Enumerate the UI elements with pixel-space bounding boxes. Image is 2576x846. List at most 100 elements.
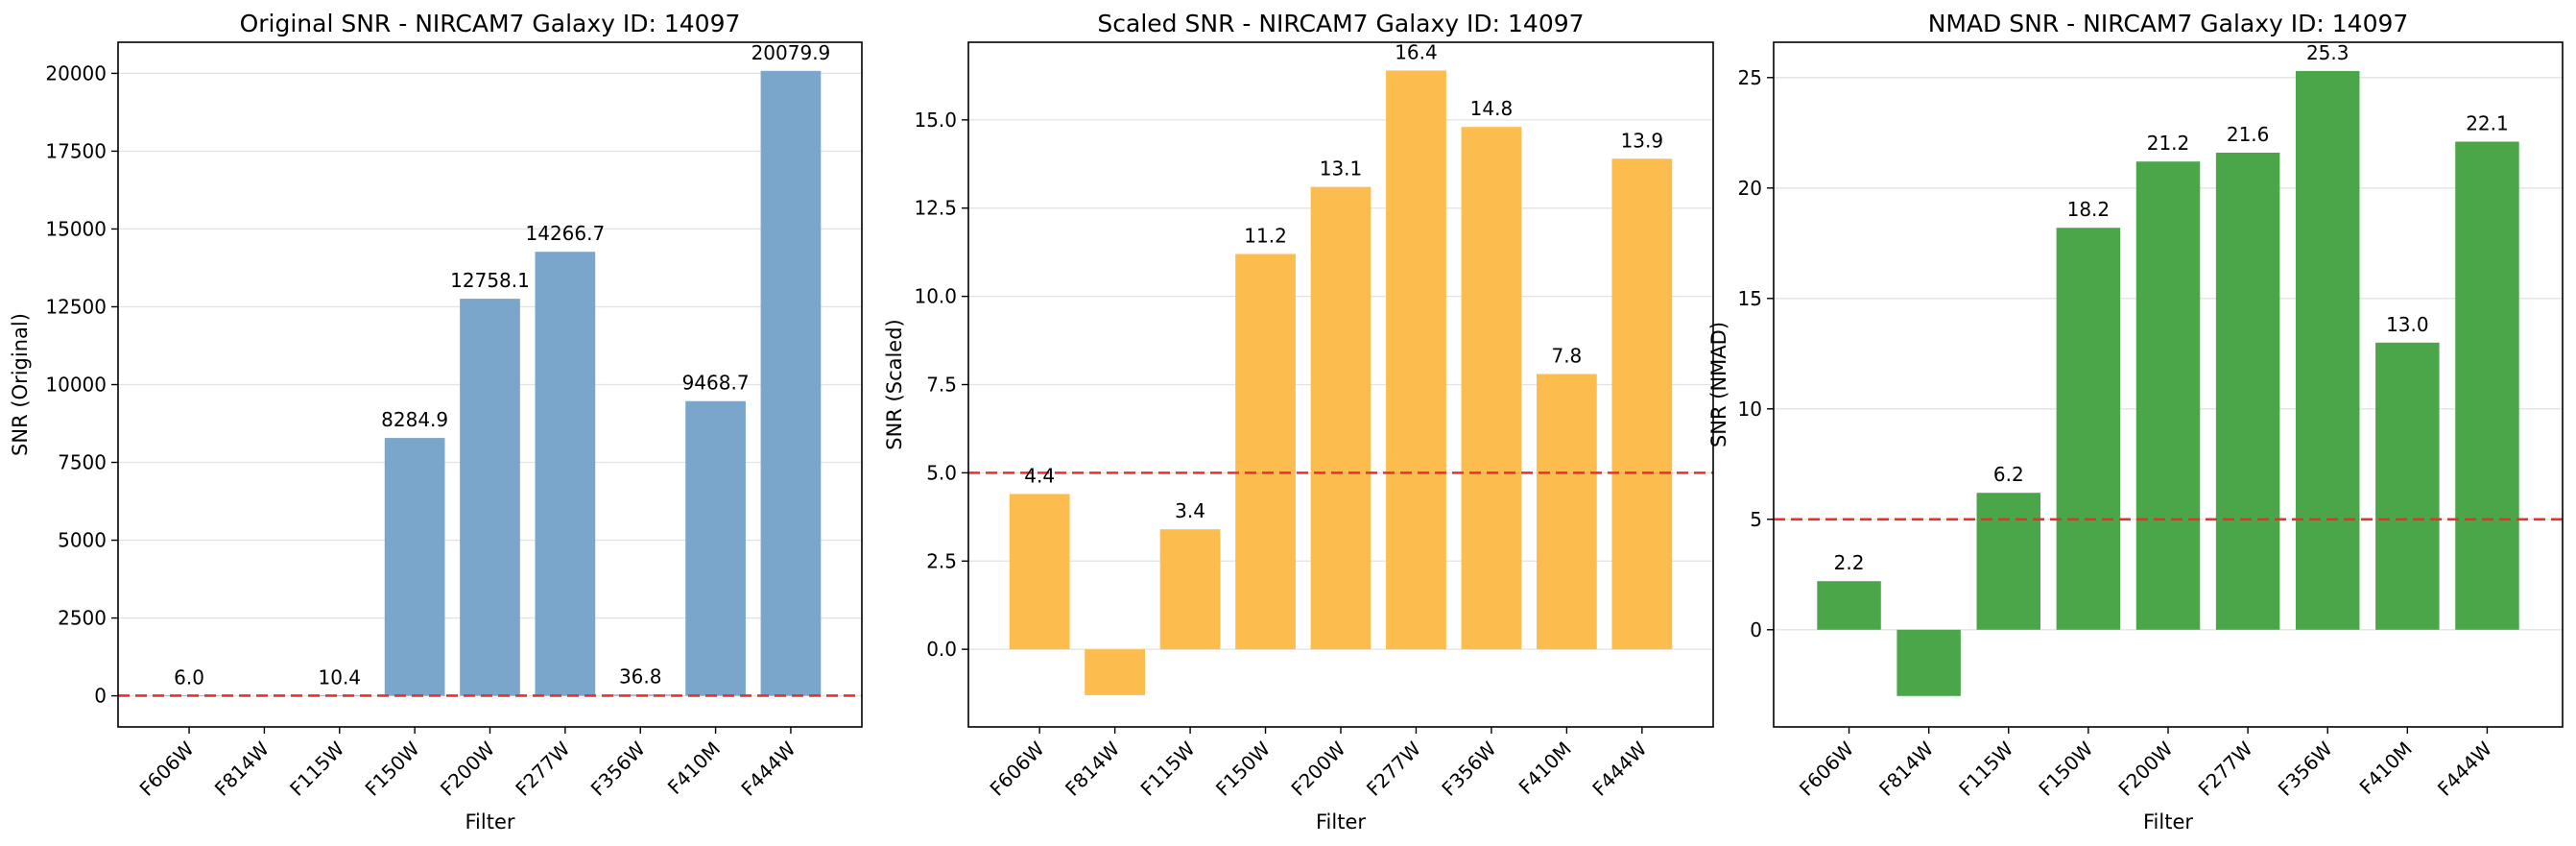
data-label: 7.8: [1551, 344, 1582, 367]
bar-f444w: [2455, 141, 2519, 630]
bar-f115w: [309, 695, 370, 696]
x-tick-label-f200w: F200W: [1286, 737, 1349, 800]
data-label: 6.2: [1993, 463, 2024, 486]
x-tick-label-f814w: F814W: [1061, 737, 1124, 800]
x-tick-label-f814w: F814W: [1874, 737, 1938, 800]
x-tick-label-f200w: F200W: [436, 737, 499, 800]
data-label: 25.3: [2306, 41, 2349, 64]
x-tick-label-f814w: F814W: [210, 737, 274, 800]
bar-f410m: [685, 400, 746, 696]
y-tick-label: 2.5: [926, 549, 957, 572]
y-tick-label: 20: [1738, 177, 1762, 200]
bar-f277w: [535, 252, 596, 696]
y-tick-label: 5000: [58, 529, 107, 552]
data-label: 11.2: [1244, 225, 1287, 248]
data-label: 14.8: [1470, 97, 1514, 120]
x-tick-label-f410m: F410M: [663, 737, 725, 799]
x-tick-label-f444w: F444W: [736, 737, 799, 800]
y-axis-label: SNR (Scaled): [883, 319, 906, 450]
y-tick-label: 12.5: [914, 197, 957, 220]
x-tick-label-f606w: F606W: [135, 737, 199, 800]
y-tick-label: 17500: [45, 139, 107, 162]
y-tick-label: 7.5: [926, 374, 957, 397]
x-tick-label-f410m: F410M: [2355, 737, 2417, 799]
chart-title: Original SNR - NIRCAM7 Galaxy ID: 14097: [240, 10, 741, 37]
x-tick-label-f277w: F277W: [2194, 737, 2257, 800]
x-tick-label-f150w: F150W: [361, 737, 424, 800]
data-label: 3.4: [1175, 499, 1205, 522]
data-label: 14266.7: [526, 222, 606, 245]
data-label: 12758.1: [450, 269, 530, 292]
y-tick-label: 10.0: [914, 285, 957, 308]
bar-f277w: [2215, 153, 2280, 630]
y-tick-label: 12500: [45, 295, 107, 318]
x-tick-label-f356w: F356W: [2274, 737, 2337, 800]
x-tick-label-f444w: F444W: [1587, 737, 1651, 800]
x-axis-label: Filter: [465, 810, 514, 834]
y-tick-label: 25: [1738, 66, 1762, 89]
x-tick-label-f356w: F356W: [1437, 737, 1500, 800]
y-tick-label: 15000: [45, 217, 107, 240]
data-label: 2.2: [1834, 551, 1865, 574]
bar-f277w: [1386, 70, 1446, 650]
data-label: 21.6: [2227, 123, 2270, 146]
x-tick-label-f356w: F356W: [586, 737, 650, 800]
chart-panel-2: 4.4 3.4 11.2 13.1 16.4 14.8 7.8 13.9 0.0 2.5 5.0 7.…: [883, 10, 1714, 834]
bar-f356w: [2295, 70, 2360, 630]
bar-f410m: [1537, 374, 1597, 650]
data-label: 6.0: [174, 665, 204, 689]
bar-f200w: [2135, 161, 2201, 630]
data-label: 22.1: [2466, 112, 2509, 135]
bar-f115w: [1976, 493, 2041, 630]
x-tick-label-f606w: F606W: [986, 737, 1049, 800]
y-tick-label: 15.0: [914, 109, 957, 132]
y-tick-label: 0: [1750, 618, 1762, 641]
x-tick-label-f115w: F115W: [1136, 737, 1200, 800]
data-label: 4.4: [1024, 464, 1055, 487]
data-label: 36.8: [619, 665, 662, 688]
bar-f410m: [2375, 342, 2440, 630]
data-label: 20079.9: [751, 41, 831, 64]
y-tick-label: 15: [1738, 287, 1762, 310]
x-axis-label: Filter: [1316, 810, 1366, 834]
bar-f150w: [1235, 254, 1296, 650]
x-tick-label-f115w: F115W: [285, 737, 348, 800]
x-tick-label-f606w: F606W: [1795, 737, 1858, 800]
chart-title: Scaled SNR - NIRCAM7 Galaxy ID: 14097: [1097, 10, 1584, 37]
x-tick-label-f444w: F444W: [2433, 737, 2496, 800]
data-label: 21.2: [2147, 132, 2190, 155]
x-tick-label-f115w: F115W: [1954, 737, 2017, 800]
x-tick-label-f277w: F277W: [1362, 737, 1425, 800]
x-tick-label-f410m: F410M: [1515, 737, 1576, 799]
bar-f444w: [1611, 158, 1673, 650]
x-tick-label-f277w: F277W: [511, 737, 574, 800]
bar-f444w: [760, 70, 822, 696]
bar-f606w: [1009, 494, 1070, 650]
y-tick-label: 0: [94, 685, 107, 708]
bar-f150w: [384, 438, 445, 696]
bar-f814w: [1085, 649, 1145, 695]
y-axis-label: SNR (NMAD): [1707, 322, 1730, 447]
bar-f356w: [1461, 127, 1522, 650]
y-tick-label: 7500: [58, 451, 107, 474]
data-label: 13.1: [1320, 157, 1363, 181]
chart-title: NMAD SNR - NIRCAM7 Galaxy ID: 14097: [1928, 10, 2409, 37]
data-label: 18.2: [2067, 198, 2111, 221]
bar-f814w: [1896, 629, 1961, 696]
y-axis-label: SNR (Original): [9, 313, 32, 456]
bar-f200w: [1310, 186, 1371, 650]
y-tick-label: 5.0: [926, 461, 957, 484]
x-tick-label-f200w: F200W: [2113, 737, 2177, 800]
y-tick-label: 10000: [45, 374, 107, 397]
data-label: 13.0: [2386, 313, 2429, 336]
data-label: 8284.9: [381, 408, 448, 431]
data-label: 16.4: [1395, 40, 1438, 63]
bar-f200w: [460, 299, 520, 696]
chart-panel-1: 6.0 10.4 8284.9 12758.1 14266.7 36.8 9468.7 200…: [9, 10, 863, 834]
y-tick-label: 2500: [58, 607, 107, 630]
x-tick-label-f150w: F150W: [2034, 737, 2097, 800]
bar-f150w: [2056, 228, 2121, 630]
y-tick-label: 20000: [45, 61, 107, 85]
data-label: 9468.7: [682, 372, 750, 395]
